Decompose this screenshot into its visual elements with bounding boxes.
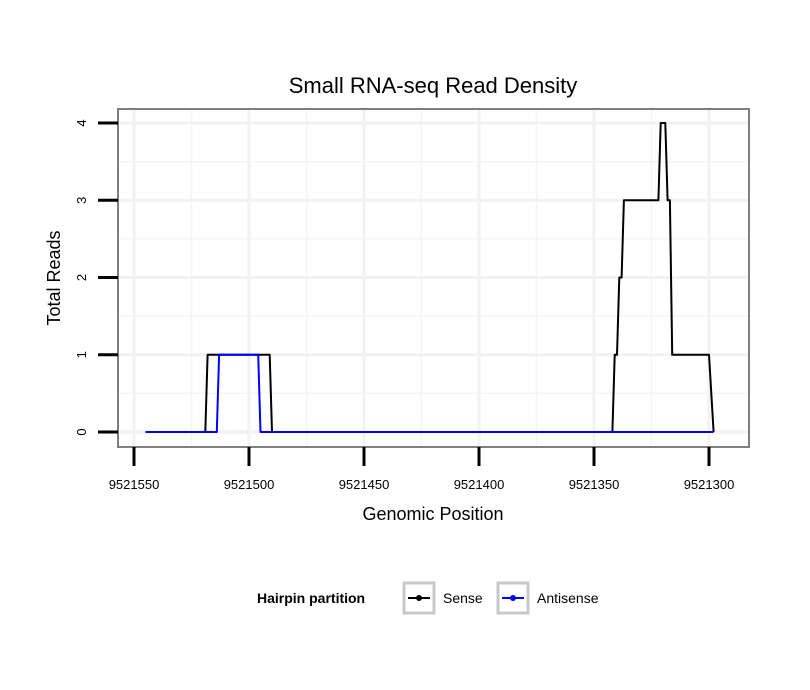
y-tick-label: 1 — [74, 351, 89, 358]
y-axis-label: Total Reads — [44, 230, 64, 325]
legend-key-point — [510, 595, 516, 601]
chart-title: Small RNA-seq Read Density — [289, 73, 578, 98]
series-line-antisense — [145, 353, 714, 433]
y-tick-label: 2 — [74, 274, 89, 281]
x-tick-label: 9521450 — [339, 477, 390, 492]
x-axis-label: Genomic Position — [362, 504, 503, 524]
y-tick-label: 3 — [74, 197, 89, 204]
legend-label-antisense: Antisense — [537, 590, 599, 606]
legend-title: Hairpin partition — [257, 590, 365, 606]
series-line-sense — [145, 122, 715, 433]
series-layer — [145, 122, 715, 433]
x-tick-label: 9521300 — [684, 477, 735, 492]
y-axis-ticks: 0 1 2 3 4 — [74, 119, 118, 436]
legend-items: Sense Antisense — [402, 581, 599, 615]
x-axis-ticks: 9521550 9521500 9521450 9521400 9521350 95213… — [109, 447, 735, 492]
y-tick-label: 4 — [74, 119, 89, 126]
major-gridlines — [118, 109, 749, 447]
legend: Hairpin partition Sense Antisense — [257, 581, 599, 615]
legend-key-point — [416, 595, 422, 601]
x-tick-label: 9521400 — [454, 477, 505, 492]
legend-label-sense: Sense — [443, 590, 483, 606]
x-tick-label: 9521500 — [224, 477, 275, 492]
y-tick-label: 0 — [74, 428, 89, 435]
x-tick-label: 9521350 — [569, 477, 620, 492]
x-tick-label: 9521550 — [109, 477, 160, 492]
